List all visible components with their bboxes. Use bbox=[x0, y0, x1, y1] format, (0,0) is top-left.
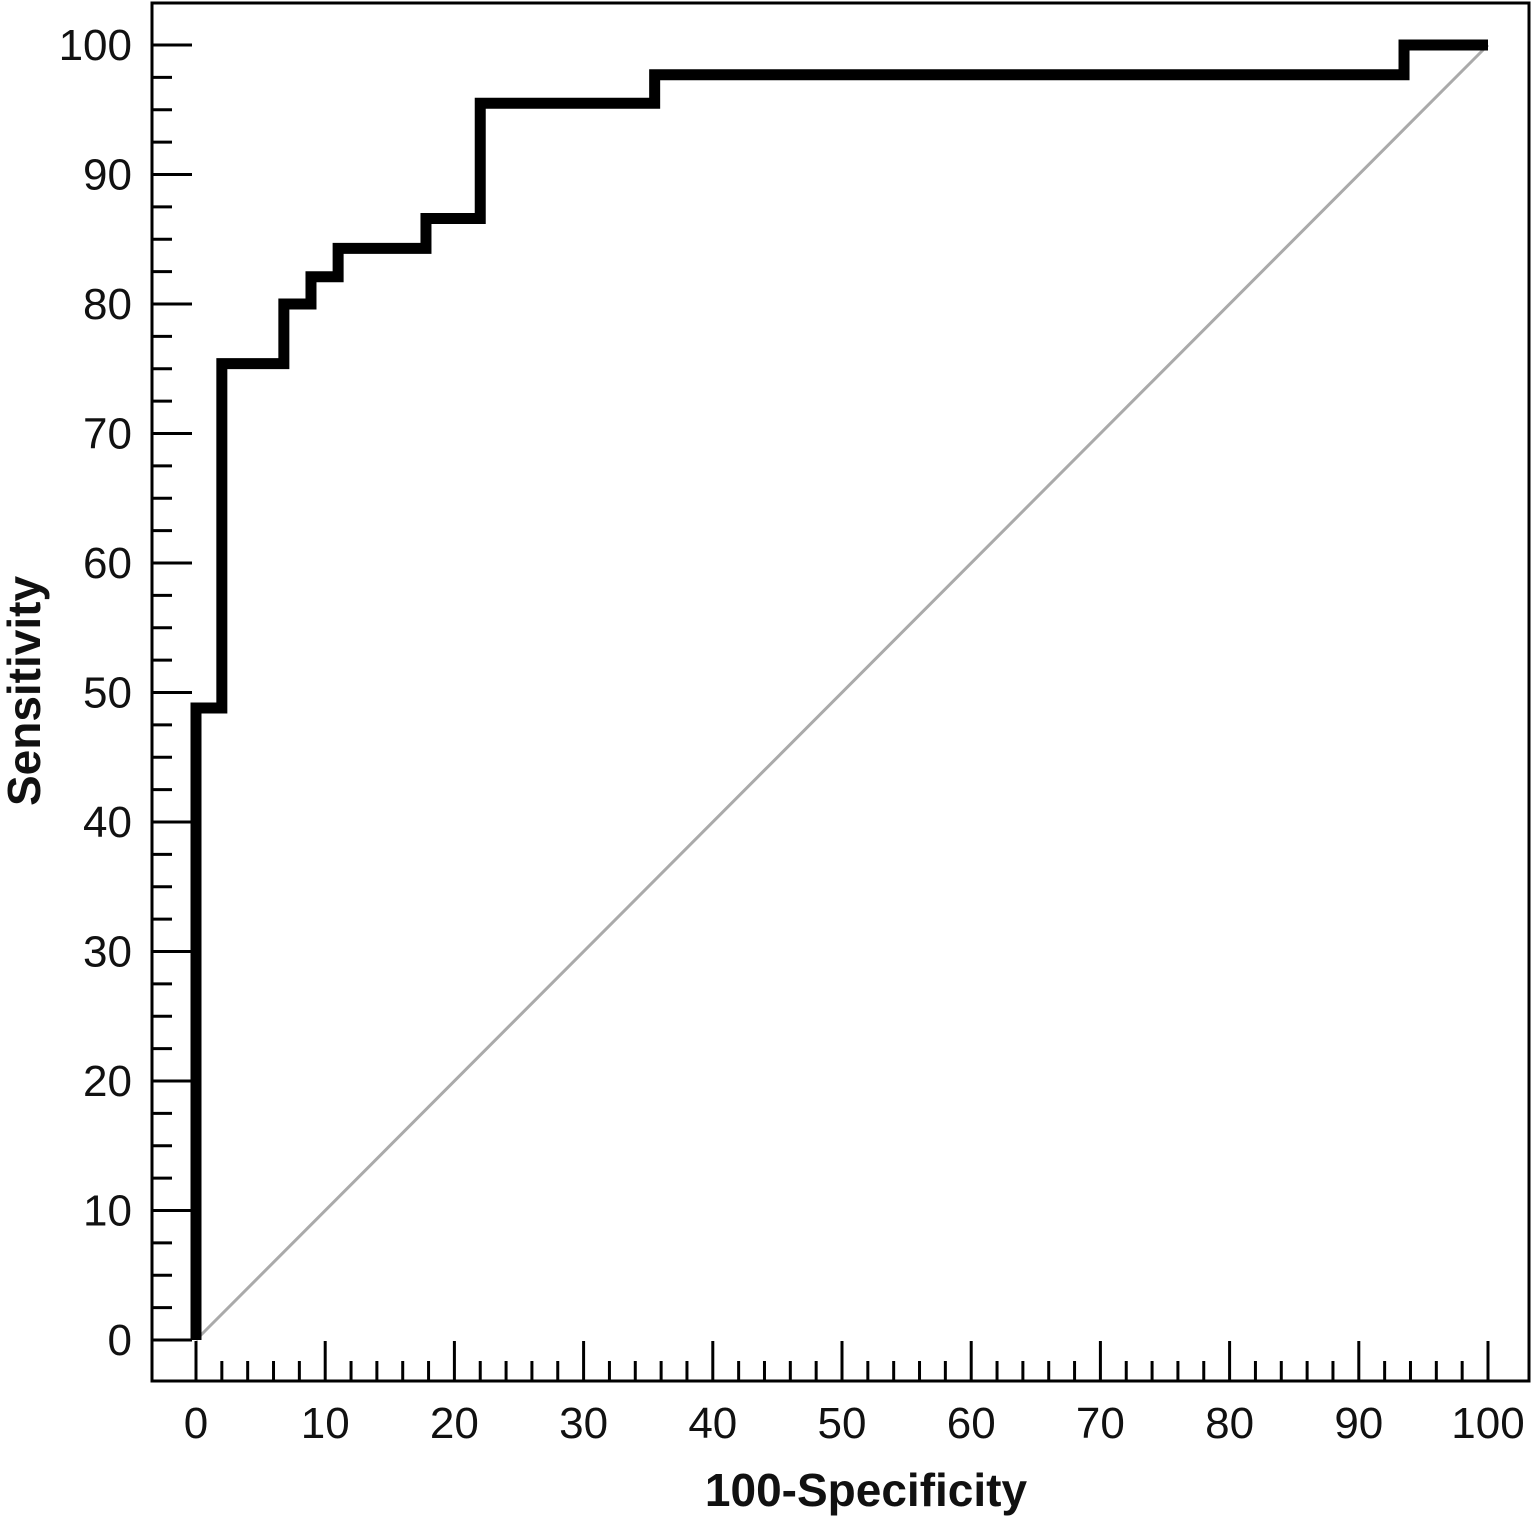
x-tick-label: 90 bbox=[1334, 1399, 1383, 1448]
y-tick-label: 20 bbox=[83, 1057, 132, 1106]
x-tick-label: 20 bbox=[430, 1399, 479, 1448]
x-tick-label: 80 bbox=[1205, 1399, 1254, 1448]
reference-diagonal-line bbox=[194, 43, 1490, 1342]
x-axis-ticks: 0 10 20 30 40 50 60 70 80 90 100 bbox=[184, 1341, 1525, 1448]
y-tick-label: 40 bbox=[83, 798, 132, 847]
y-tick-label: 90 bbox=[83, 151, 132, 200]
x-tick-label: 60 bbox=[947, 1399, 996, 1448]
y-tick-label: 80 bbox=[83, 280, 132, 329]
x-tick-label: 40 bbox=[688, 1399, 737, 1448]
x-tick-label: 50 bbox=[818, 1399, 867, 1448]
x-tick-label: 100 bbox=[1451, 1399, 1524, 1448]
y-tick-label: 70 bbox=[83, 410, 132, 459]
x-axis-title: 100-Specificity bbox=[705, 1464, 1028, 1516]
y-tick-label: 0 bbox=[108, 1316, 132, 1365]
y-tick-label: 60 bbox=[83, 539, 132, 588]
x-tick-label: 70 bbox=[1076, 1399, 1125, 1448]
roc-curve bbox=[190, 39, 1488, 1340]
x-tick-label: 0 bbox=[184, 1399, 208, 1448]
y-axis-ticks: 0 10 20 30 40 50 60 70 80 90 100 bbox=[59, 21, 192, 1365]
y-tick-label: 30 bbox=[83, 928, 132, 977]
y-axis-title: Sensitivity bbox=[0, 576, 50, 807]
y-tick-label: 100 bbox=[59, 21, 132, 70]
y-tick-label: 50 bbox=[83, 669, 132, 718]
series-layer bbox=[190, 39, 1490, 1342]
y-tick-label: 10 bbox=[83, 1187, 132, 1236]
x-tick-label: 30 bbox=[559, 1399, 608, 1448]
x-tick-label: 10 bbox=[301, 1399, 350, 1448]
